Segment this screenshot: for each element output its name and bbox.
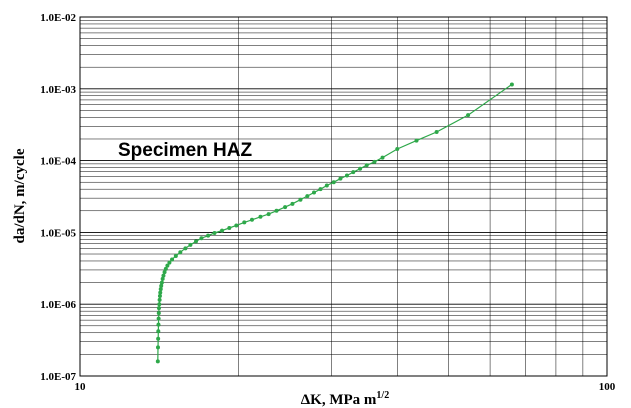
data-point	[161, 273, 166, 278]
data-point	[165, 263, 170, 268]
data-point	[188, 242, 193, 247]
x-axis-title: ΔK, MPa m1/2	[301, 390, 389, 408]
data-point	[509, 82, 514, 87]
data-point	[434, 130, 439, 135]
data-point	[158, 287, 163, 292]
data-point	[178, 250, 183, 255]
data-point	[167, 260, 172, 265]
data-point	[395, 147, 400, 152]
data-point	[156, 329, 161, 334]
data-point	[414, 138, 419, 143]
data-point	[227, 226, 232, 231]
data-point	[258, 214, 263, 219]
y-tick-labels: 1.0E-07 1.0E-06 1.0E-05 1.0E-04 1.0E-03 1.0E-…	[40, 12, 76, 383]
y-axis-title: da/dN, m/cycle	[12, 148, 28, 243]
data-point	[266, 212, 271, 217]
grid	[80, 17, 607, 376]
data-point	[364, 163, 369, 168]
x-tick-label: 100	[599, 381, 616, 393]
y-tick-label: 1.0E-03	[40, 84, 76, 96]
data-point	[283, 205, 288, 210]
data-point	[220, 228, 225, 233]
data-point	[155, 345, 160, 350]
data-point	[173, 253, 178, 258]
data-point	[199, 236, 204, 241]
data-point	[312, 190, 317, 195]
data-point	[331, 180, 336, 185]
data-point	[193, 239, 198, 244]
x-tick-label: 10	[75, 381, 87, 393]
y-tick-label: 1.0E-02	[40, 12, 76, 24]
y-tick-label: 1.0E-06	[40, 299, 76, 311]
data-point	[159, 283, 164, 288]
data-point	[290, 201, 295, 206]
data-point	[380, 155, 385, 160]
data-point	[156, 311, 161, 316]
data-point	[351, 170, 356, 175]
data-point	[305, 194, 310, 199]
y-tick-label: 1.0E-05	[40, 227, 76, 239]
data-point	[344, 173, 349, 178]
data-point	[372, 159, 377, 164]
data-point	[212, 231, 217, 236]
data-point	[242, 220, 247, 225]
x-axis-title-main: ΔK, MPa m	[301, 392, 377, 408]
data-point	[249, 217, 254, 222]
data-point	[159, 280, 164, 285]
data-point	[274, 208, 279, 213]
data-point	[318, 187, 323, 192]
data-point	[155, 359, 160, 364]
data-point	[466, 113, 471, 118]
x-tick-labels: 10 100	[75, 381, 616, 393]
x-axis-title-sup: 1/2	[376, 390, 389, 401]
data-point	[358, 166, 363, 171]
y-tick-label: 1.0E-04	[40, 156, 76, 168]
data-point	[156, 316, 161, 321]
data-point	[157, 294, 162, 299]
data-series	[155, 82, 514, 364]
data-point	[170, 257, 175, 262]
data-point	[156, 306, 161, 311]
plot-area	[80, 17, 607, 376]
data-point	[162, 270, 167, 275]
plot-border	[79, 16, 608, 377]
data-point	[157, 297, 162, 302]
data-point	[163, 266, 168, 271]
data-point	[160, 276, 165, 281]
data-point	[183, 246, 188, 251]
data-point	[156, 336, 161, 341]
data-point	[338, 176, 343, 181]
data-point	[324, 183, 329, 188]
data-point	[298, 197, 303, 202]
data-point	[206, 233, 211, 238]
y-tick-label: 1.0E-07	[40, 371, 76, 383]
annotation-specimen: Specimen HAZ	[118, 140, 252, 161]
data-point	[156, 322, 161, 327]
data-point	[158, 290, 163, 295]
data-point	[157, 302, 162, 307]
data-point	[234, 223, 239, 228]
